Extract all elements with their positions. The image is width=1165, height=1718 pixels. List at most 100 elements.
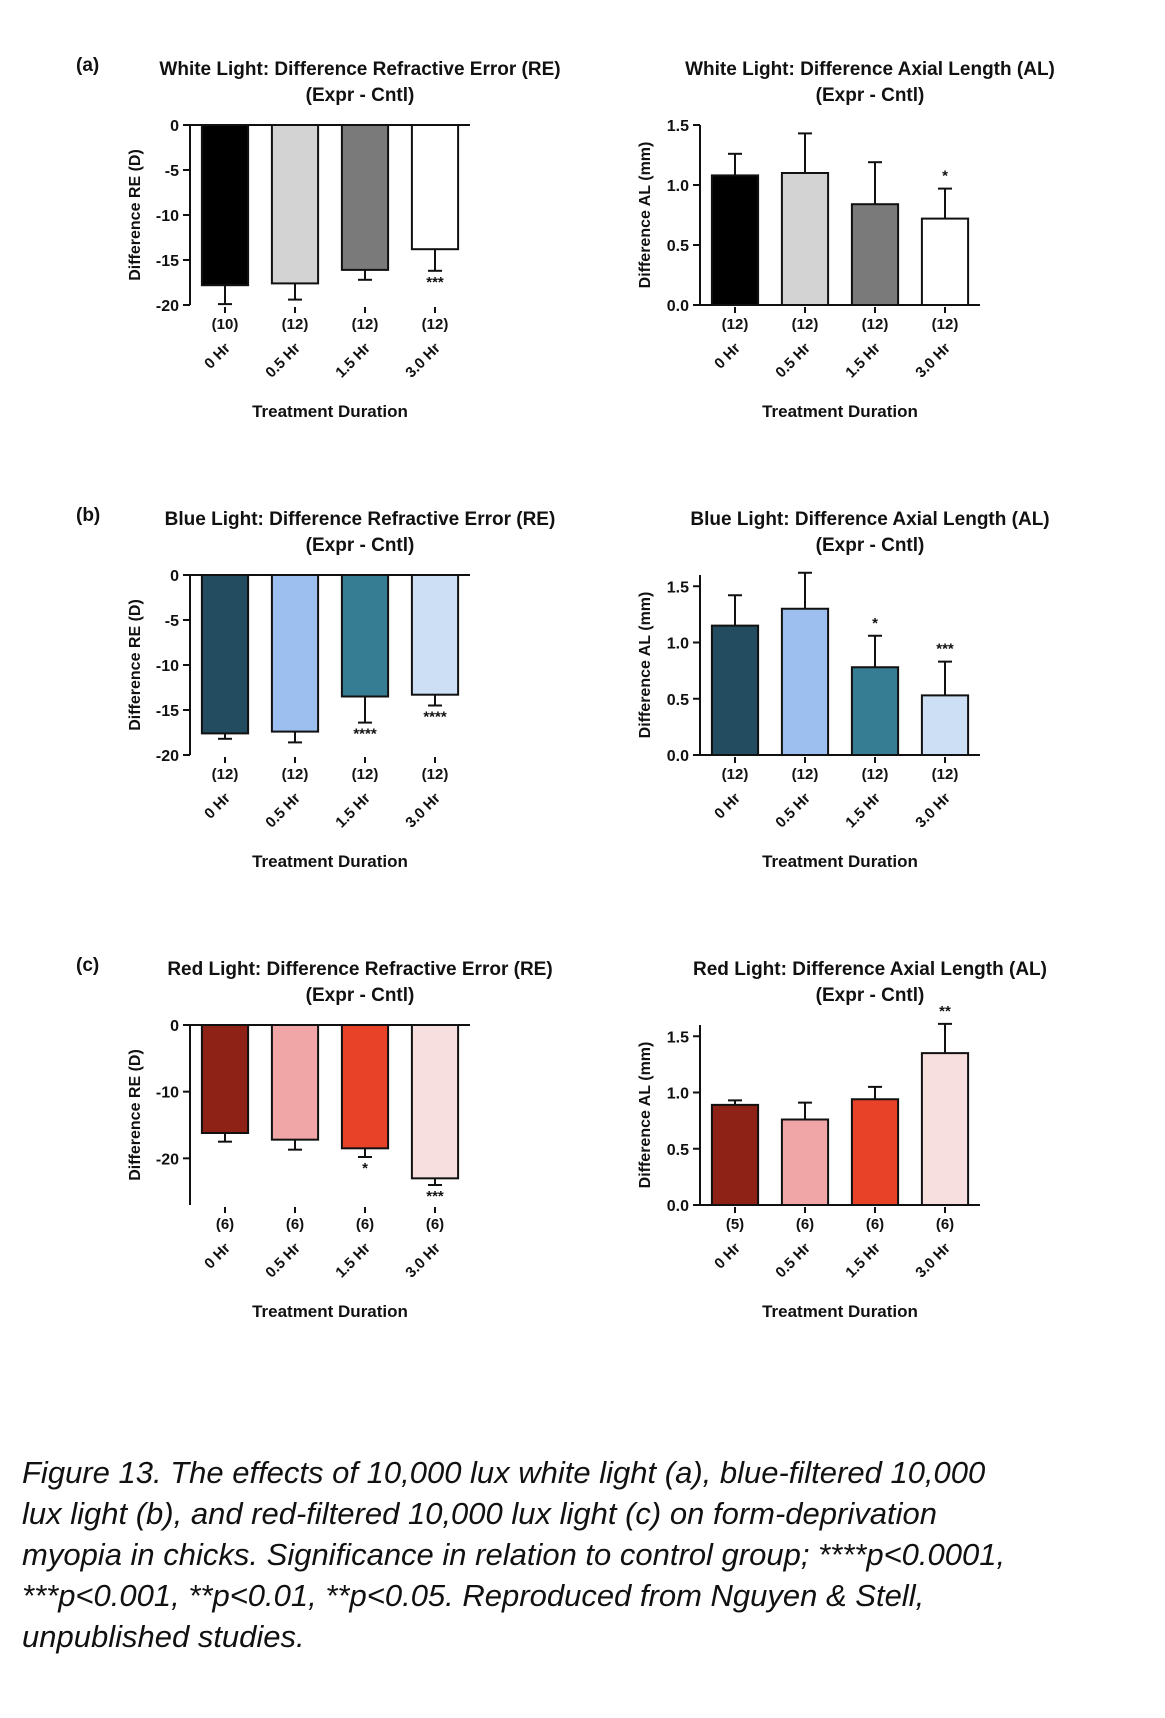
sample-size-label: (6) [426,1216,444,1233]
bar [920,694,970,756]
y-tick-label: 0 [170,1018,179,1035]
y-tick-label: -20 [156,298,179,315]
sample-size-label: (12) [422,766,449,783]
x-tick-label: 3.0 Hr [402,790,444,832]
chart-svg: 0 -10 -20 Difference RE (D) (6) 0 Hr (6) 0.5 Hr… [127,1018,470,1321]
sample-size-label: (12) [862,316,889,333]
bar [850,666,900,756]
bar [710,174,760,307]
chart-title: Blue Light: Difference Refractive Error … [164,509,556,530]
x-axis-label: Treatment Duration [252,1302,408,1321]
y-tick-label: -20 [156,1151,179,1168]
chart-title: White Light: Difference Axial Length (AL… [685,59,1055,80]
x-tick-label: 0.5 Hr [772,790,814,832]
x-tick-label: 0 Hr [711,340,744,373]
bar [920,217,970,307]
y-tick-label: 0.5 [667,238,689,255]
bar [340,574,390,698]
chart-subtitle: (Expr - Cntl) [815,535,925,556]
caption-line: unpublished studies. [22,1619,305,1654]
bar [200,124,250,287]
bar [850,203,900,306]
y-tick-label: -10 [156,658,179,675]
bar [200,1024,250,1134]
significance-label: * [362,1160,368,1177]
y-tick-label: 0.0 [667,298,689,315]
panel-letter: (a) [76,55,100,76]
bar [710,624,760,756]
y-tick-label: 0.0 [667,748,689,765]
sample-size-label: (12) [282,766,309,783]
x-axis-label: Treatment Duration [762,1302,918,1321]
chart-white-re: (a) White Light: Difference Refractive E… [76,55,600,505]
sample-size-label: (12) [352,766,379,783]
chart-subtitle: (Expr - Cntl) [815,85,925,106]
sample-size-label: (12) [862,766,889,783]
chart-svg: 0.0 0.5 1.0 1.5 Difference AL (mm) (12) 0 Hr (1… [637,118,980,421]
x-tick-label: 3.0 Hr [402,1240,444,1282]
x-tick-label: 0.5 Hr [772,340,814,382]
y-tick-label: 0.5 [667,692,689,709]
panel-letter: (b) [76,505,101,526]
sample-size-label: (12) [792,316,819,333]
bar [340,124,390,271]
caption-line: myopia in chicks. Significance in relati… [22,1537,1006,1572]
bar [410,124,460,251]
sample-size-label: (12) [722,316,749,333]
sample-size-label: (6) [866,1216,884,1233]
y-tick-label: -15 [156,703,179,720]
sample-size-label: (12) [722,766,749,783]
bar [920,1052,970,1206]
x-tick-label: 0.5 Hr [262,340,304,382]
sample-size-label: (6) [796,1216,814,1233]
chart-title: White Light: Difference Refractive Error… [159,59,561,80]
x-tick-label: 1.5 Hr [842,790,884,832]
x-tick-label: 1.5 Hr [332,340,374,382]
panel-letter: (c) [76,955,100,976]
chart-red-re: (c) Red Light: Difference Refractive Err… [76,955,600,1405]
significance-label: *** [426,1188,444,1205]
x-tick-label: 3.0 Hr [912,340,954,382]
y-tick-label: -5 [165,613,179,630]
sample-size-label: (10) [212,316,239,333]
significance-label: *** [426,274,444,291]
bar [780,607,830,756]
sample-size-label: (6) [936,1216,954,1233]
chart-title: Red Light: Difference Refractive Error (… [167,959,553,980]
y-tick-label: 1.0 [667,1086,689,1103]
significance-label: **** [353,726,377,743]
x-tick-label: 3.0 Hr [402,340,444,382]
caption-line: Figure 13. The effects of 10,000 lux whi… [22,1455,986,1490]
y-axis-label: Difference AL (mm) [637,1042,654,1189]
chart-subtitle: (Expr - Cntl) [305,535,415,556]
sample-size-label: (12) [932,316,959,333]
significance-label: ** [939,1003,951,1020]
chart-svg: 0 -5 -10 -15 -20 Difference RE (D) (12) 0 Hr (12… [127,568,470,871]
chart-blue-al: Blue Light: Difference Axial Length (AL)… [590,505,1110,955]
bar [780,1118,830,1206]
x-tick-label: 1.5 Hr [842,1240,884,1282]
y-axis-label: Difference AL (mm) [637,592,654,739]
caption-line: ***p<0.001, **p<0.01, **p<0.05. Reproduc… [22,1578,925,1613]
x-axis-label: Treatment Duration [252,402,408,421]
x-tick-label: 1.5 Hr [332,790,374,832]
significance-label: * [872,615,878,632]
chart-svg: 0.0 0.5 1.0 1.5 Difference AL (mm) (12) 0 Hr (1… [637,571,980,871]
y-tick-label: 0.5 [667,1142,689,1159]
y-tick-label: 0 [170,118,179,135]
sample-size-label: (12) [932,766,959,783]
bar [850,1098,900,1206]
y-tick-label: 0 [170,568,179,585]
y-tick-label: -10 [156,1085,179,1102]
y-tick-label: 1.5 [667,1029,689,1046]
y-axis-label: Difference RE (D) [127,149,144,281]
y-tick-label: 1.0 [667,636,689,653]
x-tick-label: 0 Hr [201,340,234,373]
sample-size-label: (6) [356,1216,374,1233]
y-tick-label: 1.5 [667,579,689,596]
sample-size-label: (12) [422,316,449,333]
x-tick-label: 0.5 Hr [262,790,304,832]
sample-size-label: (12) [282,316,309,333]
x-tick-label: 0 Hr [201,1240,234,1273]
chart-subtitle: (Expr - Cntl) [305,85,415,106]
